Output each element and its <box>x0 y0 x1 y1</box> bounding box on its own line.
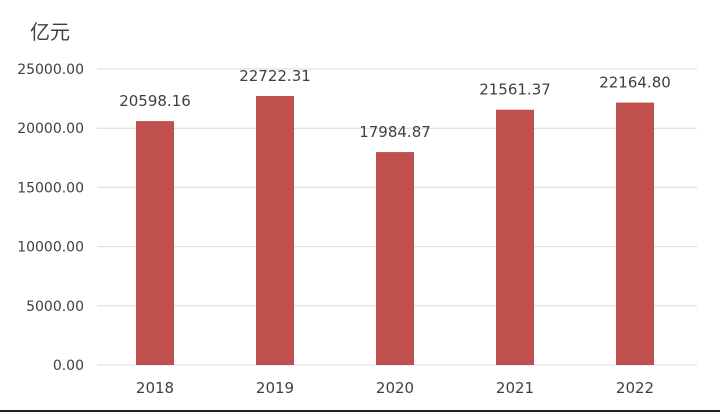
y-tick-label: 10000.00 <box>17 240 84 256</box>
bottom-rule <box>0 410 720 412</box>
x-tick-label: 2020 <box>376 379 414 397</box>
y-tick-label: 25000.00 <box>17 62 84 78</box>
data-label: 21561.37 <box>479 81 551 99</box>
bar <box>496 109 534 365</box>
x-tick-label: 2021 <box>496 379 534 397</box>
data-label: 22722.31 <box>239 67 311 85</box>
y-tick-label: 20000.00 <box>17 121 84 137</box>
data-label: 20598.16 <box>119 92 191 110</box>
y-tick-label: 0.00 <box>53 358 84 374</box>
bar <box>616 102 654 365</box>
x-tick-label: 2019 <box>256 379 294 397</box>
data-label: 22164.80 <box>599 74 671 92</box>
y-tick-label: 15000.00 <box>17 180 84 196</box>
bar <box>256 95 294 366</box>
bar <box>376 152 414 365</box>
y-tick-label: 5000.00 <box>26 299 84 315</box>
data-label: 17984.87 <box>359 123 431 141</box>
x-tick-label: 2022 <box>616 379 654 397</box>
x-tick-label: 2018 <box>136 379 174 397</box>
bar <box>136 121 174 365</box>
unit-label: 亿元 <box>30 20 70 44</box>
